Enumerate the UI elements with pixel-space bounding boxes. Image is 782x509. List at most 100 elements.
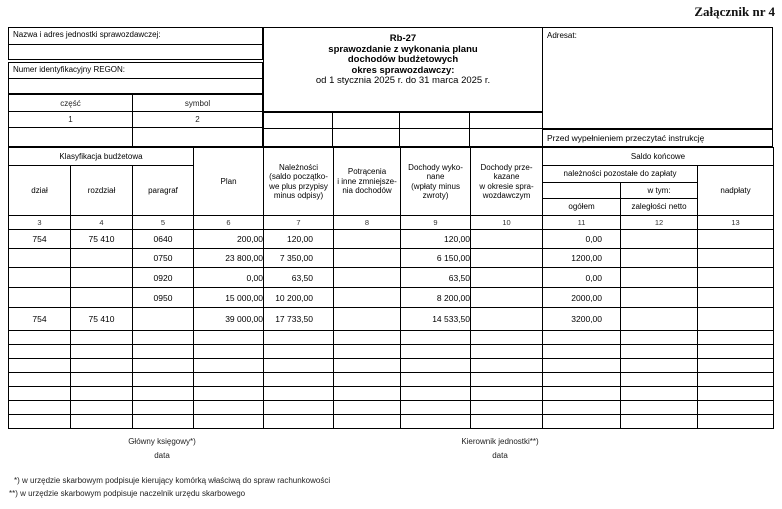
table-cell[interactable]	[620, 344, 699, 359]
table-cell[interactable]	[263, 330, 335, 345]
table-cell[interactable]	[470, 400, 544, 415]
table-cell[interactable]	[193, 358, 265, 373]
table-cell[interactable]	[333, 267, 402, 288]
table-cell[interactable]	[620, 229, 699, 249]
table-cell[interactable]	[333, 287, 402, 308]
table-cell[interactable]: 0,00	[542, 229, 622, 249]
table-cell[interactable]	[620, 372, 699, 387]
blank-cell[interactable]	[470, 113, 542, 129]
table-cell[interactable]: 120,00	[263, 229, 335, 249]
table-cell[interactable]	[193, 330, 265, 345]
table-cell[interactable]	[470, 267, 544, 288]
table-cell[interactable]	[263, 414, 335, 429]
table-cell[interactable]	[70, 287, 133, 308]
table-cell[interactable]	[8, 386, 71, 401]
blank-cell[interactable]	[264, 113, 333, 129]
table-cell[interactable]	[400, 400, 472, 415]
table-cell[interactable]	[470, 307, 544, 331]
table-cell[interactable]: 39 000,00	[193, 307, 265, 331]
table-cell[interactable]	[263, 372, 335, 387]
czesc-field[interactable]	[9, 128, 133, 146]
table-cell[interactable]	[193, 400, 265, 415]
table-cell[interactable]	[193, 386, 265, 401]
table-cell[interactable]	[193, 414, 265, 429]
blank-cell[interactable]	[400, 113, 470, 129]
table-cell[interactable]	[620, 287, 699, 308]
table-cell[interactable]	[620, 386, 699, 401]
blank-cell[interactable]	[264, 129, 333, 146]
table-cell[interactable]: 0,00	[193, 267, 265, 288]
table-cell[interactable]	[470, 330, 544, 345]
table-cell[interactable]: 120,00	[400, 229, 472, 249]
table-cell[interactable]	[333, 386, 402, 401]
table-cell[interactable]	[333, 344, 402, 359]
table-cell[interactable]	[131, 400, 195, 415]
table-cell[interactable]	[8, 400, 71, 415]
table-cell[interactable]	[620, 358, 699, 373]
table-cell[interactable]	[400, 386, 472, 401]
table-cell[interactable]: 754	[8, 307, 71, 331]
table-cell[interactable]: 3200,00	[542, 307, 622, 331]
table-cell[interactable]: 200,00	[193, 229, 265, 249]
table-cell[interactable]	[70, 248, 133, 268]
table-cell[interactable]	[400, 330, 472, 345]
table-cell[interactable]	[542, 330, 622, 345]
table-cell[interactable]	[542, 344, 622, 359]
table-cell[interactable]	[542, 400, 622, 415]
table-cell[interactable]	[333, 414, 402, 429]
table-cell[interactable]	[470, 358, 544, 373]
table-cell[interactable]	[131, 372, 195, 387]
unit-name-field[interactable]	[9, 45, 262, 59]
table-cell[interactable]	[70, 414, 133, 429]
table-cell[interactable]	[697, 229, 775, 249]
table-cell[interactable]: 754	[8, 229, 71, 249]
table-cell[interactable]: 2000,00	[542, 287, 622, 308]
table-cell[interactable]	[131, 307, 195, 331]
table-cell[interactable]	[8, 372, 71, 387]
table-cell[interactable]: 75 410	[70, 229, 133, 249]
table-cell[interactable]	[131, 386, 195, 401]
table-cell[interactable]	[470, 248, 544, 268]
regon-field[interactable]	[9, 79, 262, 93]
table-cell[interactable]: 0750	[131, 248, 195, 268]
table-cell[interactable]: 0950	[131, 287, 195, 308]
table-cell[interactable]: 8 200,00	[400, 287, 472, 308]
table-cell[interactable]	[263, 386, 335, 401]
table-cell[interactable]: 14 533,50	[400, 307, 472, 331]
table-cell[interactable]	[333, 307, 402, 331]
table-cell[interactable]	[542, 358, 622, 373]
table-cell[interactable]	[697, 248, 775, 268]
table-cell[interactable]	[697, 400, 775, 415]
table-cell[interactable]	[70, 330, 133, 345]
table-cell[interactable]	[697, 287, 775, 308]
table-cell[interactable]	[400, 372, 472, 387]
table-cell[interactable]	[697, 372, 775, 387]
table-cell[interactable]	[697, 386, 775, 401]
table-cell[interactable]	[697, 330, 775, 345]
table-cell[interactable]	[333, 400, 402, 415]
table-cell[interactable]	[70, 400, 133, 415]
table-cell[interactable]	[400, 414, 472, 429]
table-cell[interactable]	[8, 358, 71, 373]
adresat-box[interactable]: Adresat:	[542, 27, 773, 129]
table-cell[interactable]	[131, 358, 195, 373]
table-cell[interactable]	[470, 386, 544, 401]
table-cell[interactable]	[8, 344, 71, 359]
table-cell[interactable]: 10 200,00	[263, 287, 335, 308]
table-cell[interactable]	[70, 267, 133, 288]
table-cell[interactable]: 0920	[131, 267, 195, 288]
table-cell[interactable]: 17 733,50	[263, 307, 335, 331]
table-cell[interactable]: 75 410	[70, 307, 133, 331]
table-cell[interactable]	[263, 344, 335, 359]
blank-cell[interactable]	[333, 129, 400, 146]
table-cell[interactable]	[697, 267, 775, 288]
table-cell[interactable]	[620, 414, 699, 429]
table-cell[interactable]: 0640	[131, 229, 195, 249]
table-cell[interactable]	[470, 229, 544, 249]
table-cell[interactable]	[70, 386, 133, 401]
table-cell[interactable]: 63,50	[400, 267, 472, 288]
table-cell[interactable]	[333, 372, 402, 387]
table-cell[interactable]	[8, 414, 71, 429]
table-cell[interactable]	[333, 248, 402, 268]
table-cell[interactable]	[620, 330, 699, 345]
